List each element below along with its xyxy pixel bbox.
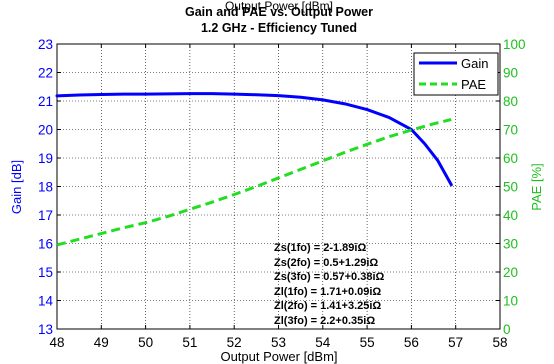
series-line-gain: [55, 92, 453, 187]
tick-label-y-right: 20: [503, 265, 518, 280]
tick-label-x: 48: [49, 335, 64, 350]
tick-label-x: 52: [227, 335, 242, 350]
tick-label-y-right: 60: [503, 151, 518, 166]
y-axis-label-left: Gain [dB]: [9, 160, 24, 214]
tick-label-x: 53: [271, 335, 286, 350]
grid: [57, 44, 500, 329]
tick-label-x: 57: [448, 335, 463, 350]
tick-label-x: 58: [492, 335, 507, 350]
annotation-zl1: Zl(1fo) = 1.71+0.09iΩ: [274, 286, 381, 298]
tick-label-y-right: 70: [503, 123, 518, 138]
tick-label-x: 51: [182, 335, 197, 350]
tick-label-y-right: 0: [503, 322, 511, 337]
tick-label-y-right: 30: [503, 237, 518, 252]
annotation-zs3: Zs(3fo) = 0.57+0.38iΩ: [274, 271, 384, 283]
tick-label-y-left: 20: [38, 123, 53, 138]
tick-label-y-right: 40: [503, 208, 518, 223]
impedance-annotations: Zs(1fo) = 2-1.89iΩ Zs(2fo) = 0.5+1.29iΩ …: [274, 242, 384, 327]
legend-box: [413, 52, 499, 96]
tick-label-y-right: 10: [503, 294, 518, 309]
series: [55, 92, 453, 247]
tick-label-x: 55: [360, 335, 375, 350]
tick-label-y-left: 23: [38, 37, 53, 52]
tick-label-x: 56: [404, 335, 419, 350]
series-line-pae: [56, 118, 452, 247]
tick-label-y-right: 50: [503, 180, 518, 195]
tick-label-y-left: 17: [38, 208, 53, 223]
tick-label-y-left: 18: [38, 180, 53, 195]
tick-label-y-left: 16: [38, 237, 53, 252]
y-axis-label-right: PAE [%]: [529, 163, 544, 210]
legend-pae-label: PAE: [461, 77, 486, 92]
ticks: [56, 43, 501, 330]
tick-label-y-right: 80: [503, 94, 518, 109]
tick-label-y-right: 100: [503, 37, 526, 52]
annotation-zs1: Zs(1fo) = 2-1.89iΩ: [274, 242, 366, 254]
tick-label-x: 50: [138, 335, 153, 350]
legend-gain-label: Gain: [461, 56, 488, 71]
chart-title: Gain and PAE vs. Output Power: [185, 5, 373, 19]
tick-label-y-left: 19: [38, 151, 53, 166]
annotation-zl2: Zl(2fo) = 1.41+3.25iΩ: [274, 300, 381, 312]
x-axis-label-top: Output Power [dBm]: [225, 0, 333, 13]
annotation-zl3: Zl(3fo) = 2.2+0.35iΩ: [274, 315, 375, 327]
tick-labels: 48 49 50 51 52 53 54 55 56 57 58 13 14 15 16 17 18 19 20 21…: [38, 37, 526, 350]
tick-label-y-right: 90: [503, 66, 518, 81]
tick-label-y-left: 22: [38, 66, 53, 81]
legend: Gain PAE: [413, 52, 499, 96]
x-axis-label: Output Power [dBm]: [220, 349, 337, 364]
tick-label-y-left: 21: [38, 94, 53, 109]
tick-label-x: 54: [315, 335, 331, 350]
annotation-zs2: Zs(2fo) = 0.5+1.29iΩ: [274, 257, 378, 269]
chart-subtitle: 1.2 GHz - Efficiency Tuned: [201, 21, 357, 35]
tick-label-x: 49: [94, 335, 109, 350]
tick-label-y-left: 14: [38, 294, 54, 309]
tick-label-y-left: 15: [38, 265, 53, 280]
tick-label-y-left: 13: [38, 322, 53, 337]
